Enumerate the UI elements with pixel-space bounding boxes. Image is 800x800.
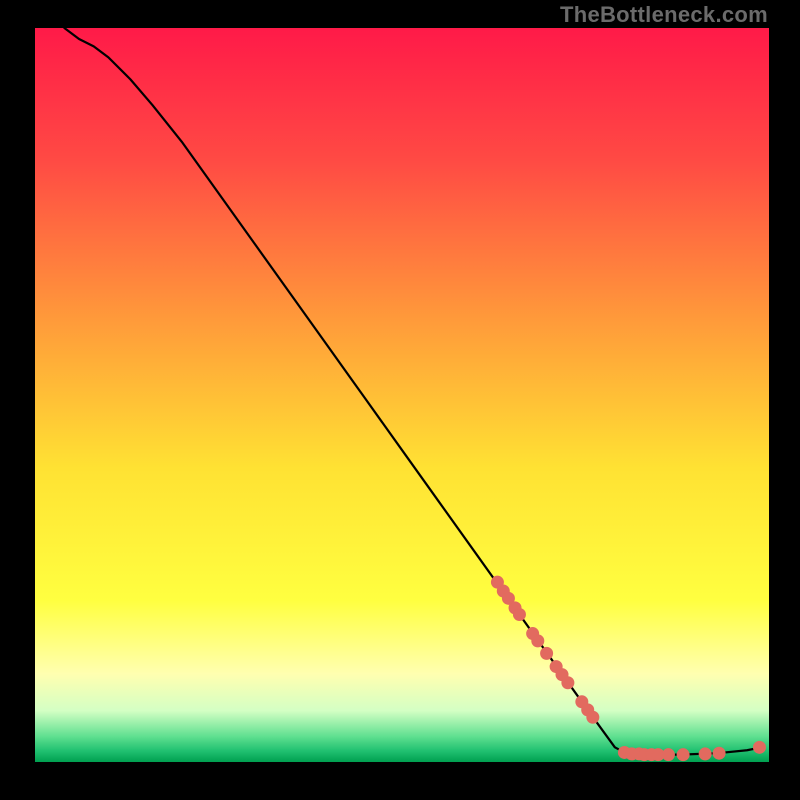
data-marker — [562, 677, 574, 689]
chart-container: { "watermark": "TheBottleneck.com", "cha… — [0, 0, 800, 800]
data-markers — [35, 28, 769, 762]
data-marker — [713, 747, 725, 759]
data-marker — [677, 749, 689, 761]
data-marker — [532, 635, 544, 647]
data-marker — [513, 608, 525, 620]
data-marker — [662, 749, 674, 761]
watermark-label: TheBottleneck.com — [560, 2, 768, 28]
data-marker — [753, 741, 765, 753]
data-marker — [699, 748, 711, 760]
data-marker — [587, 711, 599, 723]
data-marker — [541, 647, 553, 659]
